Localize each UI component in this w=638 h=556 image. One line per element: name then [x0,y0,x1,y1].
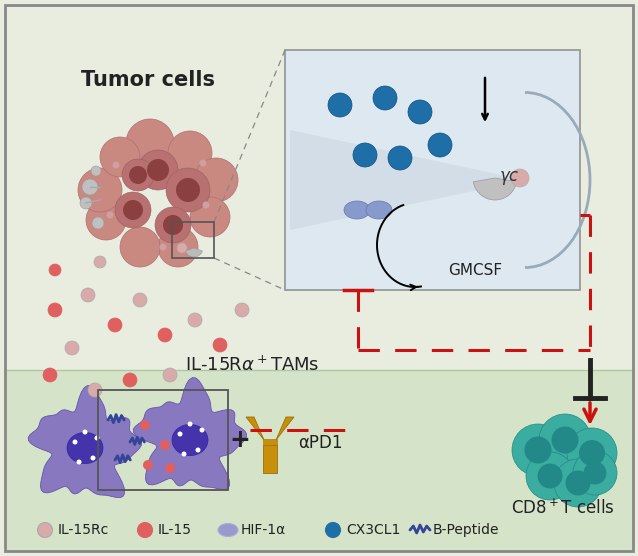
Circle shape [200,428,205,433]
Circle shape [200,160,207,166]
Circle shape [73,439,77,444]
Circle shape [78,168,122,212]
Text: +: + [230,428,251,452]
Polygon shape [246,417,264,440]
Circle shape [48,303,62,317]
Circle shape [129,166,147,184]
Circle shape [94,256,106,268]
Circle shape [579,440,605,466]
Bar [172,222,214,258]
Text: Tumor cells: Tumor cells [81,70,215,90]
Circle shape [107,211,114,219]
Circle shape [195,448,200,453]
Circle shape [82,179,98,195]
Circle shape [91,166,101,176]
Circle shape [160,244,167,251]
Polygon shape [5,370,633,551]
Circle shape [565,470,591,495]
Text: CX3CL1: CX3CL1 [346,523,401,537]
Circle shape [88,383,102,397]
Circle shape [373,86,397,110]
Circle shape [123,200,143,220]
Bar [263,445,277,473]
Circle shape [213,338,227,352]
Polygon shape [28,385,142,498]
Circle shape [138,523,152,538]
Circle shape [155,207,191,243]
Polygon shape [133,378,247,489]
Circle shape [158,328,172,342]
Circle shape [133,293,147,307]
Polygon shape [276,417,294,440]
Circle shape [325,523,341,538]
Circle shape [138,150,178,190]
Circle shape [126,119,174,167]
Circle shape [388,146,412,170]
Bar [285,50,580,290]
Bar [98,390,228,490]
Circle shape [143,460,153,470]
Circle shape [115,192,151,228]
Circle shape [177,431,182,436]
Circle shape [160,440,170,450]
Circle shape [108,318,122,332]
Circle shape [120,227,160,267]
Circle shape [163,215,183,235]
Circle shape [428,133,452,157]
Text: B-Peptide: B-Peptide [433,523,500,537]
Circle shape [158,227,198,267]
Text: γc: γc [500,167,519,185]
Circle shape [567,428,617,478]
Ellipse shape [366,201,392,219]
Circle shape [551,426,579,454]
Circle shape [82,429,87,434]
Circle shape [526,452,574,500]
Circle shape [511,169,529,187]
Ellipse shape [218,524,238,537]
Circle shape [38,523,52,538]
Text: CD8$^+$T cells: CD8$^+$T cells [511,498,615,518]
Polygon shape [290,130,525,230]
Ellipse shape [67,433,103,464]
Circle shape [122,159,154,191]
Circle shape [188,421,193,426]
Circle shape [573,451,617,495]
Ellipse shape [172,424,208,455]
Circle shape [166,168,210,212]
Circle shape [147,159,169,181]
Circle shape [49,264,61,276]
Circle shape [176,178,200,202]
Circle shape [92,217,104,229]
Circle shape [538,464,563,489]
Circle shape [202,201,209,208]
Text: IL-15Rc: IL-15Rc [58,523,109,537]
Circle shape [112,161,119,168]
Circle shape [123,373,137,387]
Circle shape [80,197,92,209]
Circle shape [539,414,591,466]
Circle shape [77,459,82,464]
Circle shape [328,93,352,117]
Circle shape [91,455,96,460]
Text: IL-15R$\alpha^+$TAMs: IL-15R$\alpha^+$TAMs [185,355,319,375]
Bar [263,439,277,445]
Circle shape [353,143,377,167]
Circle shape [81,288,95,302]
Circle shape [140,420,150,430]
Circle shape [190,197,230,237]
Circle shape [235,303,249,317]
Circle shape [554,459,602,507]
Circle shape [86,200,126,240]
Circle shape [177,243,187,253]
Text: αPD1: αPD1 [298,434,343,452]
Circle shape [165,463,175,473]
Circle shape [512,424,564,476]
Text: GMCSF: GMCSF [448,262,502,277]
Circle shape [65,341,79,355]
Circle shape [100,137,140,177]
Circle shape [168,131,212,175]
Circle shape [43,368,57,382]
Wedge shape [473,178,517,200]
Circle shape [163,368,177,382]
